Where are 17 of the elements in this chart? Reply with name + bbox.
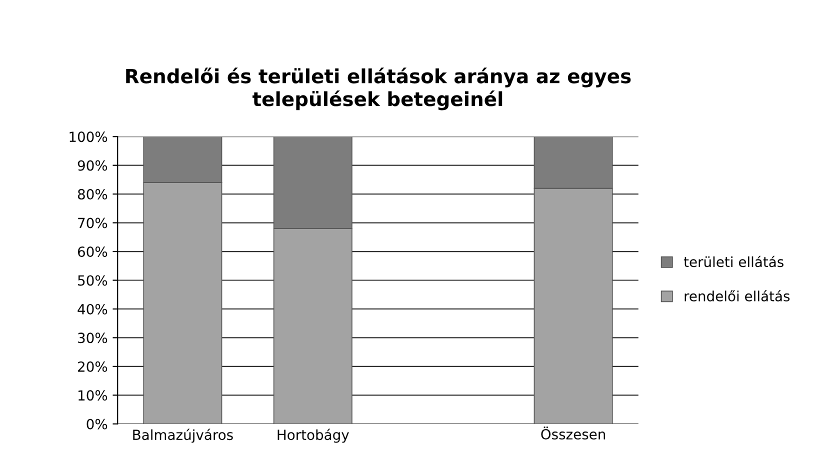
chart-title: Rendelői és területi ellátások aránya az egyes települések betegeinél xyxy=(126,68,631,110)
y-tick-label: 10% xyxy=(78,390,108,401)
y-tick-label: 20% xyxy=(78,361,108,372)
y-tick-label: 40% xyxy=(78,304,108,314)
y-tick-label: 50% xyxy=(78,275,108,286)
x-tick-label: Összesen xyxy=(541,426,606,440)
x-tick-label: Hortobágy xyxy=(278,428,349,443)
y-tick-label: 70% xyxy=(78,218,108,228)
y-tick-label: 80% xyxy=(78,189,108,200)
y-tick-label: 30% xyxy=(78,332,108,344)
x-tick-label: Balmazújváros xyxy=(133,428,233,443)
y-tick-label: 0% xyxy=(86,418,108,430)
y-tick-label: 90% xyxy=(78,160,108,171)
legend-label: területi ellátás xyxy=(684,256,784,268)
legend-label: rendelői ellátás xyxy=(684,290,790,302)
y-tick-label: 100% xyxy=(70,132,108,142)
y-tick-label: 60% xyxy=(78,246,108,257)
